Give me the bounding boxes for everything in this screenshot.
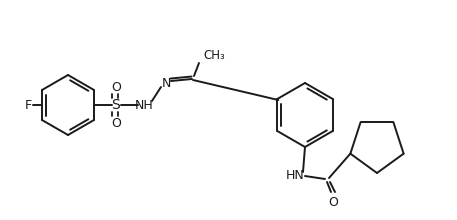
Text: O: O — [111, 117, 121, 130]
Text: O: O — [111, 81, 121, 94]
Text: O: O — [328, 196, 338, 209]
Text: N: N — [161, 77, 170, 90]
Text: HN: HN — [286, 169, 304, 182]
Text: CH₃: CH₃ — [203, 48, 225, 62]
Text: NH: NH — [135, 99, 154, 112]
Text: F: F — [24, 99, 32, 112]
Text: S: S — [112, 98, 120, 112]
